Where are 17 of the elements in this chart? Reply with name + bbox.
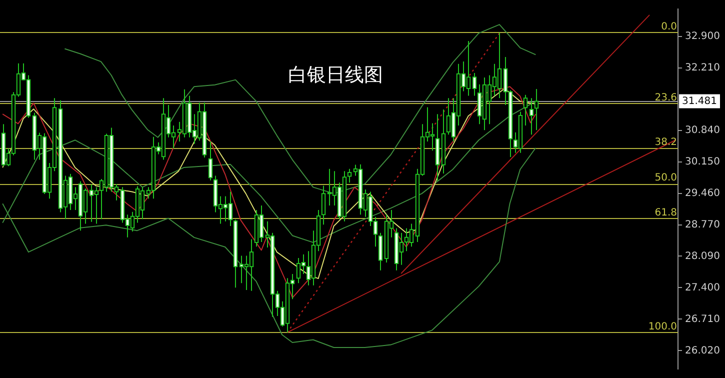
y-tick-label: 30.150: [685, 156, 720, 168]
annotation: 100.0: [648, 322, 678, 333]
y-tick-label: 28.090: [685, 250, 720, 262]
annotation: 0.0: [661, 22, 678, 33]
ref-line-label: 31.481: [682, 96, 718, 107]
y-tick-label: 32.900: [685, 31, 720, 42]
y-tick-label: 30.840: [685, 125, 720, 136]
y-tick-label: 26.020: [685, 345, 720, 356]
annotation: 23.6: [654, 92, 678, 104]
text: 白银日线图: [288, 64, 384, 86]
y-tick-label: 27.400: [685, 282, 720, 294]
annotation: 50.0: [654, 172, 678, 184]
annotation: 61.8: [654, 207, 678, 218]
y-tick-label: 32.210: [685, 62, 720, 74]
y-tick-label: 26.710: [685, 314, 720, 325]
y-tick-label: 29.460: [685, 188, 720, 200]
y-tick-label: 28.770: [685, 220, 720, 231]
